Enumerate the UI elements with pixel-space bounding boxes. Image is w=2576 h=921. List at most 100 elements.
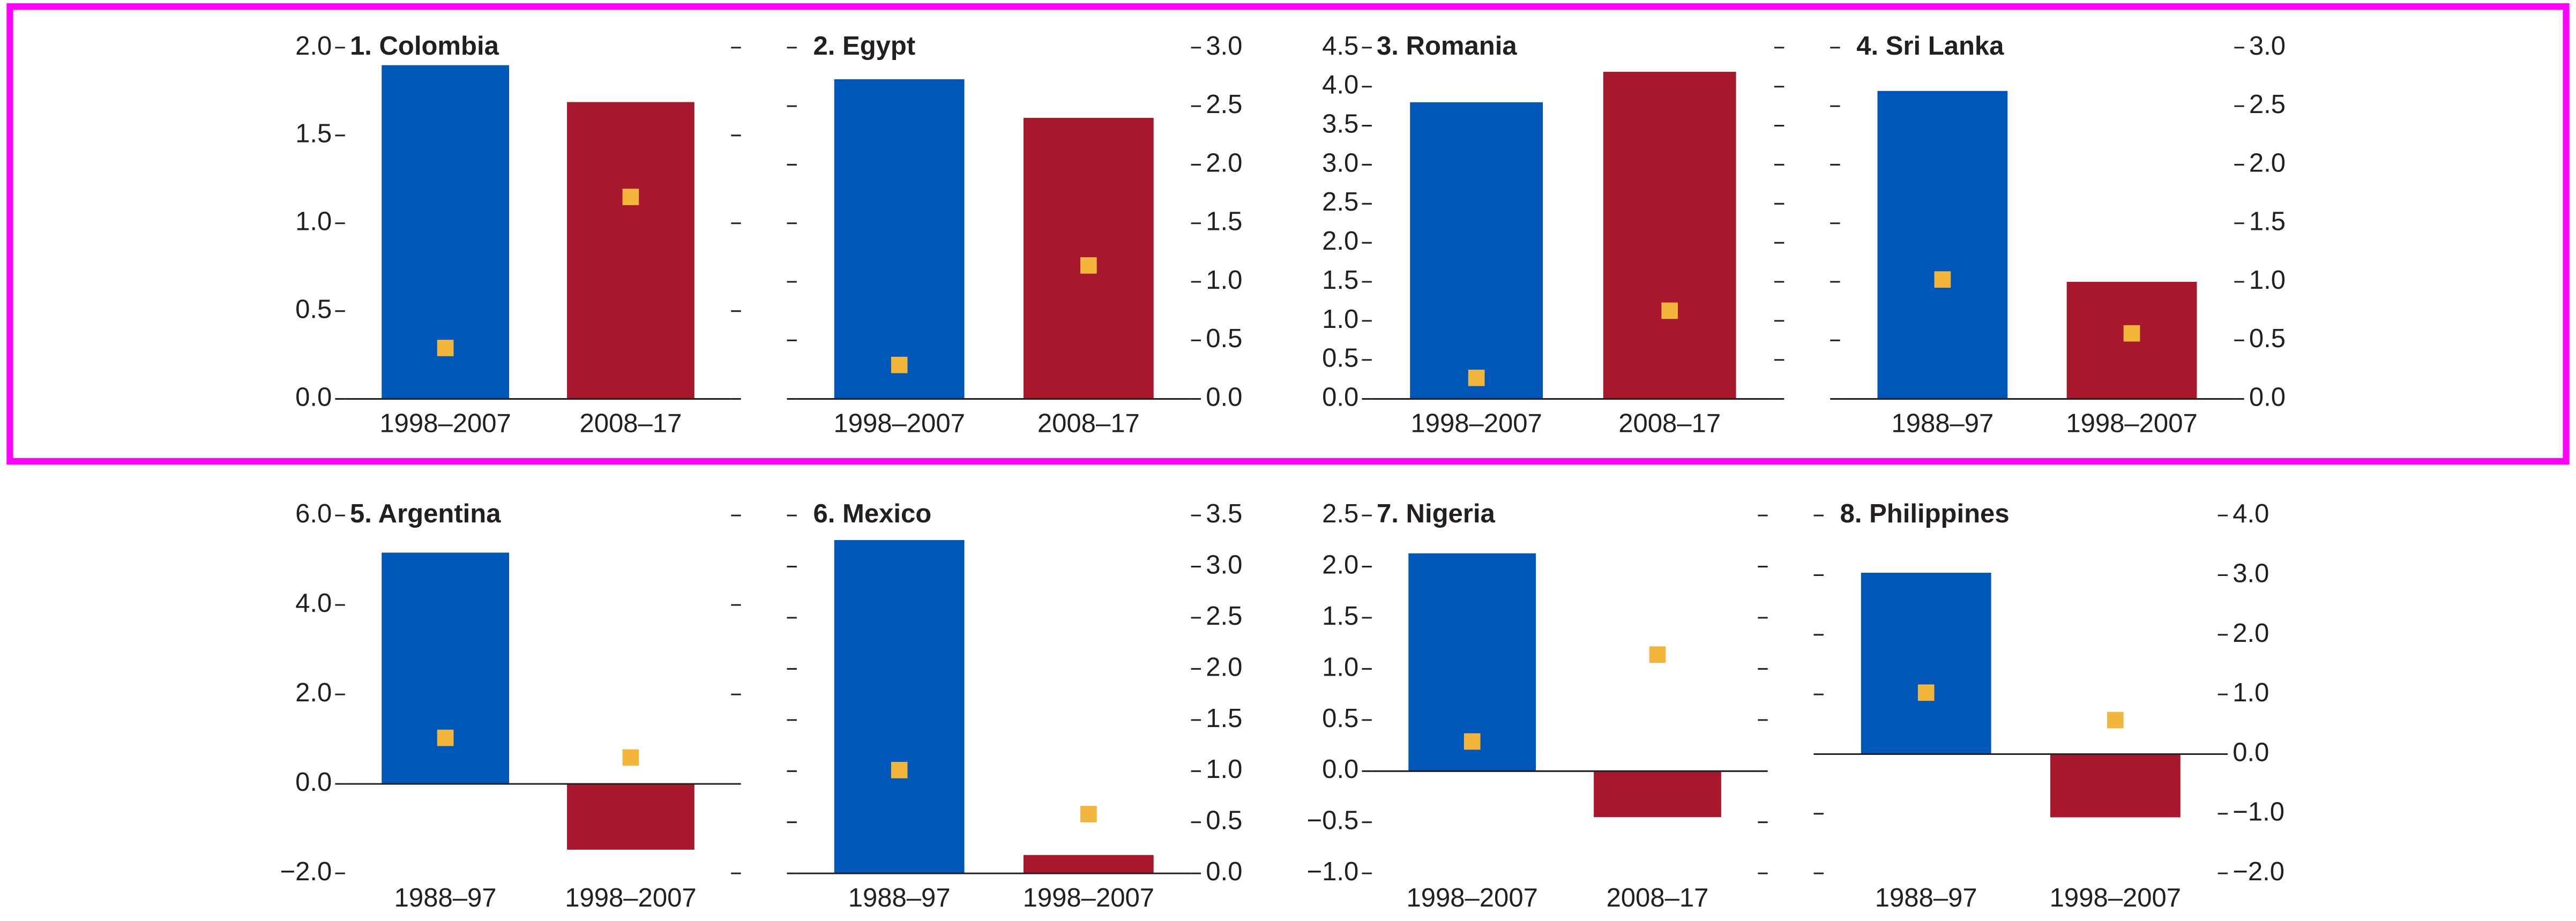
y-tick-label: 0.5 xyxy=(1206,324,1242,353)
y-tick-label: 0.0 xyxy=(1322,383,1358,412)
y-tick-label: 3.0 xyxy=(1206,32,1242,61)
bar xyxy=(1023,855,1154,874)
y-tick-label: 2.5 xyxy=(1322,188,1358,216)
y-tick-label: 2.0 xyxy=(1206,148,1242,177)
x-tick-label: 1988–97 xyxy=(1875,883,1977,912)
y-tick-label: 1.5 xyxy=(1206,207,1242,236)
y-tick-label: 4.0 xyxy=(1322,71,1358,100)
marker xyxy=(891,356,908,373)
y-tick-label: 2.0 xyxy=(1322,227,1358,256)
y-tick-label: 1.0 xyxy=(1206,755,1242,784)
y-tick-label: 3.5 xyxy=(1206,499,1242,528)
panel-title: 6. Mexico xyxy=(813,499,932,528)
y-tick-label: 1.5 xyxy=(1322,602,1358,631)
bar xyxy=(1877,91,2008,399)
y-tick-label: −2.0 xyxy=(2232,857,2284,886)
y-tick-label: 3.0 xyxy=(2232,559,2269,588)
marker xyxy=(2107,712,2124,729)
panel-title: 5. Argentina xyxy=(350,499,501,528)
y-tick-label: 3.0 xyxy=(1322,148,1358,177)
y-tick-label: 1.5 xyxy=(1206,704,1242,733)
x-tick-label: 1998–2007 xyxy=(1023,883,1154,912)
x-tick-label: 1998–2007 xyxy=(1410,409,1542,438)
x-tick-label: 2008–17 xyxy=(579,409,682,438)
panel-title: 7. Nigeria xyxy=(1377,499,1495,528)
marker xyxy=(1649,646,1666,663)
y-tick-label: 0.0 xyxy=(2249,383,2286,412)
x-tick-label: 1998–2007 xyxy=(833,409,965,438)
y-tick-label: 3.5 xyxy=(1322,110,1358,139)
x-tick-label: 1998–2007 xyxy=(2050,883,2181,912)
y-tick-label: 2.5 xyxy=(2249,90,2286,119)
panel-title: 3. Romania xyxy=(1377,32,1517,61)
y-tick-label: 3.0 xyxy=(2249,32,2286,61)
y-tick-label: 2.0 xyxy=(2232,619,2269,648)
y-tick-label: −1.0 xyxy=(1307,857,1359,886)
y-tick-label: 2.0 xyxy=(2249,148,2286,177)
marker xyxy=(437,729,454,746)
x-tick-label: 1988–97 xyxy=(394,883,497,912)
x-tick-label: 2008–17 xyxy=(1607,883,1709,912)
y-tick-label: −2.0 xyxy=(280,857,332,886)
y-tick-label: 3.0 xyxy=(1206,551,1242,580)
bar xyxy=(567,784,695,850)
marker xyxy=(1080,257,1097,274)
y-tick-label: 4.5 xyxy=(1322,32,1358,61)
y-tick-label: 2.0 xyxy=(1206,653,1242,682)
bar xyxy=(1410,102,1543,399)
panel-title: 4. Sri Lanka xyxy=(1856,32,2004,61)
marker xyxy=(1464,733,1481,750)
marker xyxy=(1934,271,1951,288)
y-tick-label: 0.0 xyxy=(2232,738,2269,767)
panel-title: 8. Philippines xyxy=(1840,499,2010,528)
y-tick-label: 0.5 xyxy=(1206,806,1242,835)
marker xyxy=(437,340,454,356)
x-tick-label: 2008–17 xyxy=(1618,409,1721,438)
y-tick-label: 0.5 xyxy=(2249,324,2286,353)
x-tick-label: 1998–2007 xyxy=(379,409,511,438)
y-tick-label: 2.0 xyxy=(1322,551,1358,580)
y-tick-label: 1.0 xyxy=(1322,305,1358,334)
marker xyxy=(1917,684,1935,701)
y-tick-label: 1.0 xyxy=(2232,678,2269,707)
x-tick-label: 2008–17 xyxy=(1037,409,1140,438)
marker xyxy=(891,762,908,778)
y-tick-label: 1.0 xyxy=(1322,653,1358,682)
y-tick-label: 1.0 xyxy=(1206,266,1242,295)
y-tick-label: 0.0 xyxy=(1206,857,1242,886)
y-tick-label: 1.5 xyxy=(1322,266,1358,295)
y-tick-label: 1.0 xyxy=(2249,266,2286,295)
bar xyxy=(1603,72,1736,399)
bar xyxy=(1594,771,1721,818)
x-tick-label: 1988–97 xyxy=(848,883,951,912)
bar xyxy=(382,552,509,784)
y-tick-label: 6.0 xyxy=(295,499,332,528)
highlight-box xyxy=(6,3,2570,465)
x-tick-label: 1988–97 xyxy=(1891,409,1993,438)
y-tick-label: 0.0 xyxy=(1206,383,1242,412)
x-tick-label: 1998–2007 xyxy=(2066,409,2197,438)
y-tick-label: 0.0 xyxy=(295,383,332,412)
marker xyxy=(622,749,639,766)
bar xyxy=(834,79,965,399)
y-tick-label: 4.0 xyxy=(2232,499,2269,528)
marker xyxy=(2123,325,2140,342)
y-tick-label: 0.5 xyxy=(1322,704,1358,733)
y-tick-label: 1.5 xyxy=(295,119,332,148)
marker xyxy=(1080,806,1097,822)
y-tick-label: 0.5 xyxy=(295,295,332,324)
panel-title: 1. Colombia xyxy=(350,32,499,61)
marker xyxy=(622,189,639,205)
x-tick-label: 1998–2007 xyxy=(565,883,696,912)
marker xyxy=(1661,302,1678,319)
y-tick-label: 2.5 xyxy=(1206,90,1242,119)
y-tick-label: 0.0 xyxy=(1322,755,1358,784)
y-tick-label: −1.0 xyxy=(2232,798,2284,827)
y-tick-label: 2.0 xyxy=(295,32,332,61)
marker xyxy=(1468,369,1485,386)
bar xyxy=(2050,754,2181,818)
y-tick-label: 2.5 xyxy=(1206,602,1242,631)
y-tick-label: 4.0 xyxy=(295,589,332,618)
y-tick-label: 1.5 xyxy=(2249,207,2286,236)
